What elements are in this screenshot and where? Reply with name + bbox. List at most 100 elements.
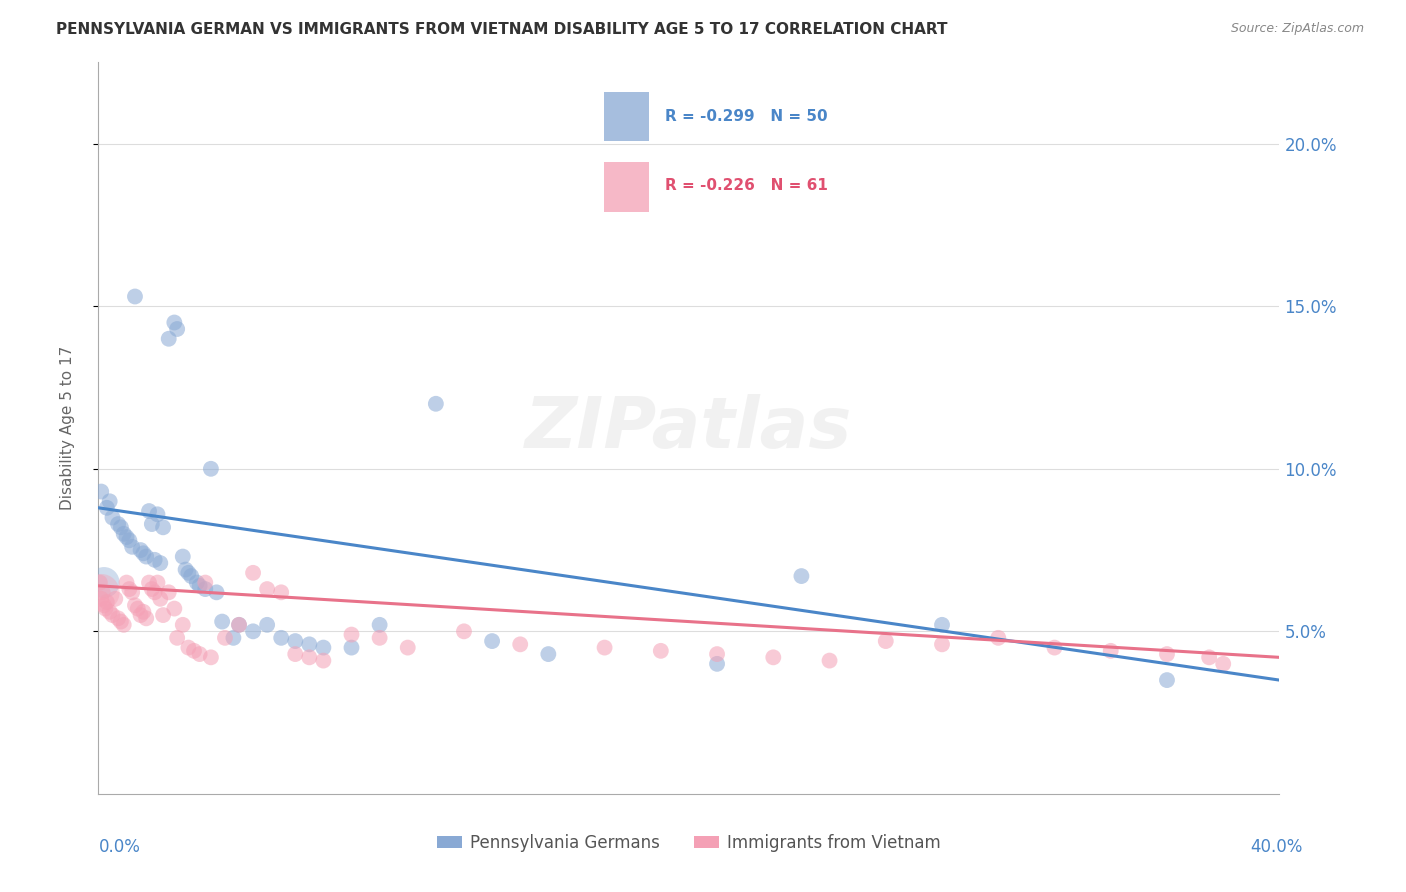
Point [166, 322, 188, 336]
Point [205, 585, 228, 599]
Point [214, 631, 236, 645]
Point [135, 611, 157, 625]
Point [141, 517, 163, 532]
Point [138, 575, 160, 590]
Point [200, 462, 222, 476]
Point [141, 582, 163, 596]
Point [818, 654, 841, 668]
Point [242, 566, 264, 580]
Point [270, 585, 292, 599]
Point [298, 637, 321, 651]
Point [143, 553, 166, 567]
Point [135, 549, 157, 564]
Text: ZIPatlas: ZIPatlas [526, 393, 852, 463]
Point [368, 631, 391, 645]
Point [172, 549, 194, 564]
Point [298, 650, 321, 665]
Point [112, 617, 135, 632]
Point [101, 510, 124, 524]
Point [115, 530, 138, 544]
Point [875, 634, 897, 648]
Point [90, 585, 112, 599]
Point [110, 615, 132, 629]
Point [152, 520, 174, 534]
Point [149, 556, 172, 570]
Point [931, 637, 953, 651]
Point [93, 575, 115, 590]
Point [96, 595, 118, 609]
Point [188, 647, 211, 661]
Point [987, 631, 1010, 645]
Point [211, 615, 233, 629]
Point [537, 647, 560, 661]
Point [166, 631, 188, 645]
Point [509, 637, 531, 651]
Point [110, 520, 132, 534]
Point [124, 289, 146, 303]
Point [453, 624, 475, 639]
Point [152, 608, 174, 623]
Point [104, 591, 127, 606]
Point [124, 599, 146, 613]
Point [284, 647, 307, 661]
Point [242, 624, 264, 639]
Point [340, 627, 363, 641]
Point [112, 526, 135, 541]
Point [256, 617, 278, 632]
Text: 40.0%: 40.0% [1251, 838, 1303, 855]
Point [163, 601, 186, 615]
Point [368, 617, 391, 632]
Point [93, 599, 115, 613]
Legend: Pennsylvania Germans, Immigrants from Vietnam: Pennsylvania Germans, Immigrants from Vi… [430, 828, 948, 859]
Point [157, 332, 180, 346]
Point [91, 585, 114, 599]
Point [931, 617, 953, 632]
Point [194, 575, 217, 590]
Point [121, 540, 143, 554]
Point [132, 605, 155, 619]
Point [481, 634, 503, 648]
Point [98, 605, 121, 619]
Point [157, 585, 180, 599]
Point [256, 582, 278, 596]
Point [115, 575, 138, 590]
Point [118, 582, 141, 596]
Text: PENNSYLVANIA GERMAN VS IMMIGRANTS FROM VIETNAM DISABILITY AGE 5 TO 17 CORRELATIO: PENNSYLVANIA GERMAN VS IMMIGRANTS FROM V… [56, 22, 948, 37]
Point [94, 601, 117, 615]
Point [650, 644, 672, 658]
Point [89, 575, 111, 590]
Point [129, 543, 152, 558]
Point [146, 575, 169, 590]
Point [228, 617, 250, 632]
Point [222, 631, 245, 645]
Point [1198, 650, 1220, 665]
Point [312, 640, 335, 655]
Point [90, 484, 112, 499]
Point [121, 585, 143, 599]
Point [177, 640, 200, 655]
Point [1099, 644, 1122, 658]
Point [312, 654, 335, 668]
Point [1043, 640, 1066, 655]
Point [129, 608, 152, 623]
Point [174, 563, 197, 577]
Point [396, 640, 419, 655]
Point [425, 397, 447, 411]
Point [127, 601, 149, 615]
Point [172, 617, 194, 632]
Point [762, 650, 785, 665]
Point [1212, 657, 1234, 671]
Point [790, 569, 813, 583]
Point [101, 608, 124, 623]
Point [706, 647, 728, 661]
Point [706, 657, 728, 671]
Point [138, 504, 160, 518]
Point [143, 585, 166, 599]
Point [149, 591, 172, 606]
Point [96, 500, 118, 515]
Point [1156, 673, 1178, 687]
Point [146, 508, 169, 522]
Point [194, 582, 217, 596]
Point [107, 517, 129, 532]
Point [132, 546, 155, 560]
